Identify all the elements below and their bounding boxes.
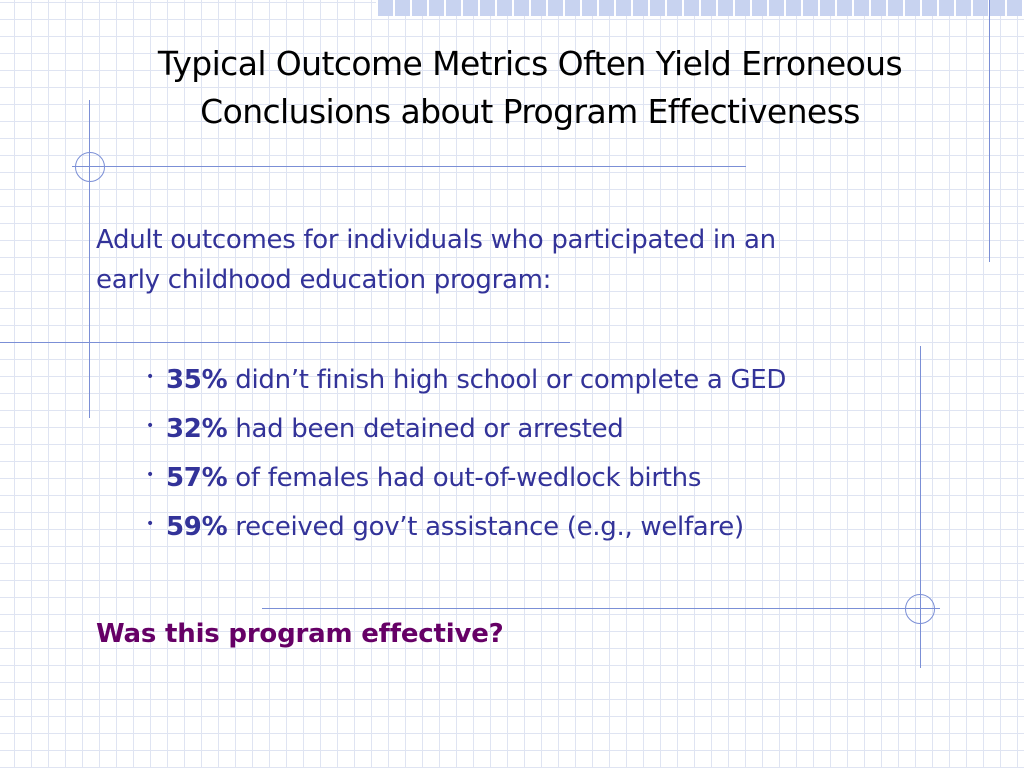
bullet-item: • 35% didn’t finish high school or comple… (146, 356, 946, 405)
intro-line-1: Adult outcomes for individuals who parti… (96, 225, 776, 255)
top-grid-band (376, 0, 1024, 16)
bullet-text: of females had out-of-wedlock births (227, 463, 702, 493)
bullet-percentage: 57% (166, 463, 228, 493)
outcome-bullet-list: • 35% didn’t finish high school or comple… (146, 356, 946, 552)
intro-line-2: early childhood education program: (96, 265, 552, 295)
horizontal-rule-mid (0, 342, 570, 343)
closing-question: Was this program effective? (96, 619, 504, 649)
vertical-rule-right-top (989, 0, 990, 262)
bullet-dot-icon: • (146, 516, 154, 532)
bullet-text: received gov’t assistance (e.g., welfare… (227, 512, 744, 542)
slide-title: Typical Outcome Metrics Often Yield Erro… (110, 40, 950, 136)
bullet-dot-icon: • (146, 369, 154, 385)
bullet-dot-icon: • (146, 467, 154, 483)
intro-text: Adult outcomes for individuals who parti… (96, 220, 916, 300)
vertical-rule-left (89, 100, 90, 418)
bullet-text: had been detained or arrested (227, 414, 624, 444)
bullet-dot-icon: • (146, 418, 154, 434)
bullet-percentage: 59% (166, 512, 228, 542)
horizontal-rule-bottom (262, 608, 940, 609)
bullet-percentage: 32% (166, 414, 228, 444)
bullet-percentage: 35% (166, 365, 228, 395)
bullet-text: didn’t finish high school or complete a … (227, 365, 787, 395)
bullet-item: • 59% received gov’t assistance (e.g., we… (146, 503, 946, 552)
bullet-item: • 32% had been detained or arrested (146, 405, 946, 454)
title-line-2: Conclusions about Program Effectiveness (200, 92, 860, 131)
title-line-1: Typical Outcome Metrics Often Yield Erro… (157, 44, 903, 83)
horizontal-rule-top (72, 166, 746, 167)
bullet-item: • 57% of females had out-of-wedlock birth… (146, 454, 946, 503)
circle-ornament-bottom-right (905, 594, 935, 624)
circle-ornament-top-left (75, 152, 105, 182)
